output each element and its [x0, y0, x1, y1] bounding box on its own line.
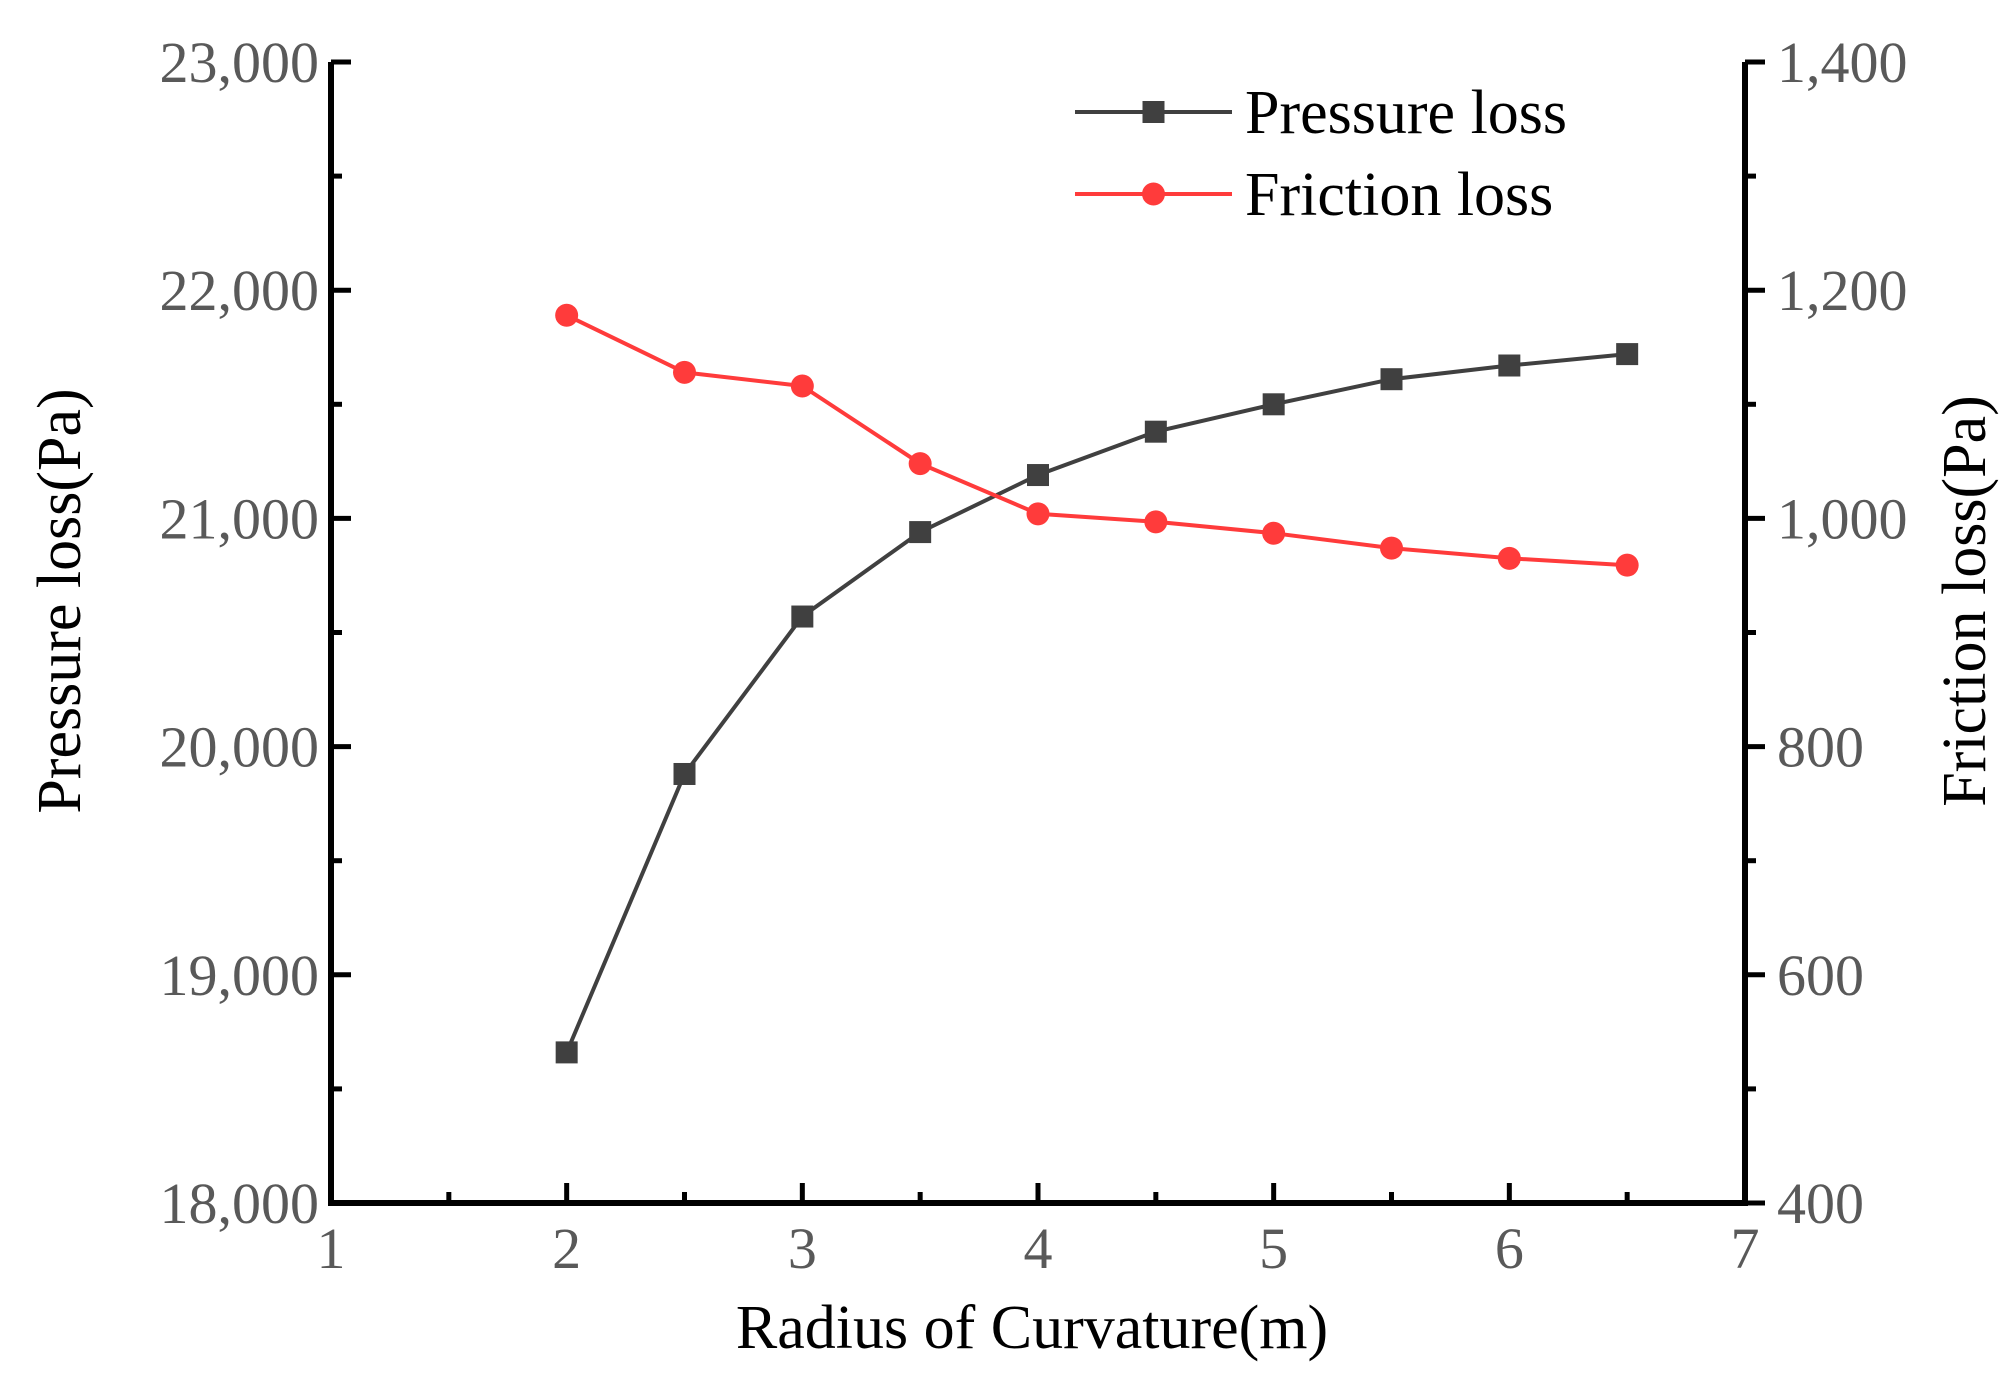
y-right-tick-label: 1,200: [1777, 258, 1908, 323]
series-2-point: [1615, 553, 1639, 577]
series-1-point: [555, 1041, 578, 1064]
x-tick-label: 1: [317, 1216, 346, 1281]
series-1-point: [1616, 343, 1639, 366]
series-2-point: [790, 374, 814, 398]
x-tick-label: 2: [552, 1216, 581, 1281]
series-2-point: [1026, 502, 1050, 526]
y-right-tick-label: 1,000: [1777, 486, 1908, 551]
series-1-point: [1380, 368, 1403, 391]
x-tick-label: 6: [1495, 1216, 1524, 1281]
legend-marker-2: [1142, 182, 1165, 206]
legend-label-1: Pressure loss: [1245, 79, 1567, 147]
y-left-tick-label: 20,000: [160, 715, 320, 780]
series-2-point: [1262, 521, 1286, 545]
x-tick-label: 5: [1259, 1216, 1288, 1281]
legend-marker-1: [1142, 101, 1165, 123]
series-2-point: [673, 360, 696, 384]
y-left-tick-label: 21,000: [160, 486, 320, 551]
series-1-point: [909, 521, 932, 544]
x-tick-label: 4: [1024, 1216, 1053, 1281]
y-left-tick-label: 23,000: [160, 30, 320, 95]
axes: [328, 62, 1748, 1206]
series-line-1: [564, 352, 1628, 1054]
series-2-point: [1497, 546, 1521, 570]
series-line-2: [565, 313, 1628, 568]
y-left-ticks: 18,000 19,000 20,000 21,000 22,000 23,000: [160, 30, 351, 1236]
series-1-point: [791, 605, 814, 628]
y-left-tick-label: 19,000: [160, 943, 320, 1008]
y-right-tick-label: 1,400: [1777, 30, 1908, 95]
series-1-point: [1027, 464, 1049, 487]
series-1-point: [1498, 354, 1521, 377]
series-2-point: [1380, 536, 1403, 560]
y-left-axis-title: Pressure loss(Pa): [26, 388, 94, 813]
y-left-tick-label: 18,000: [160, 1171, 320, 1236]
x-ticks: 1 2 3 4 5 6 7: [317, 1183, 1760, 1281]
x-axis-title: Radius of Curvature(m): [736, 1294, 1328, 1362]
x-tick-label: 7: [1731, 1216, 1760, 1281]
series-1-point: [1262, 393, 1285, 416]
series-2-point: [908, 452, 932, 476]
series-1-point: [1144, 420, 1167, 443]
series-1-point: [673, 762, 696, 785]
y-left-tick-label: 22,000: [160, 258, 320, 323]
series-2-point: [1144, 510, 1168, 534]
y-right-axis-title: Friction loss(Pa): [1931, 395, 1999, 807]
y-right-ticks: 400 600 800 1,000 1,200 1,400: [1745, 30, 1908, 1236]
y-right-tick-label: 600: [1777, 943, 1864, 1008]
y-right-tick-label: 800: [1777, 715, 1864, 780]
legend-label-2: Friction loss: [1245, 161, 1553, 229]
x-tick-label: 3: [788, 1216, 817, 1281]
series-layer: [555, 303, 1639, 1064]
series-2-point: [555, 303, 579, 327]
legend: Pressure loss Friction loss: [1075, 79, 1567, 229]
y-right-tick-label: 400: [1777, 1171, 1864, 1236]
